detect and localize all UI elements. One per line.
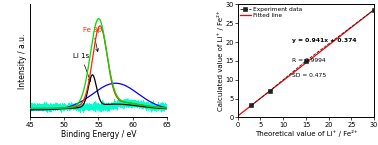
Legend: Experiment data, Fitted line: Experiment data, Fitted line bbox=[240, 6, 303, 19]
Experiment data bbox=[304, 60, 308, 62]
Text: y = 0.941x + 0.374: y = 0.941x + 0.374 bbox=[292, 38, 357, 43]
Text: SD = 0.475: SD = 0.475 bbox=[292, 73, 327, 78]
Y-axis label: Calculated value of Li⁺ / Fe²⁺: Calculated value of Li⁺ / Fe²⁺ bbox=[217, 11, 224, 111]
Text: R = 0.9994: R = 0.9994 bbox=[292, 58, 326, 63]
Experiment data bbox=[372, 9, 376, 10]
Experiment data bbox=[249, 105, 254, 106]
X-axis label: Theoretical value of Li⁺ / Fe²⁺: Theoretical value of Li⁺ / Fe²⁺ bbox=[255, 130, 357, 137]
Text: Fe 3p: Fe 3p bbox=[84, 27, 102, 51]
X-axis label: Binding Energy / eV: Binding Energy / eV bbox=[61, 130, 136, 139]
Text: Li 1s: Li 1s bbox=[73, 54, 91, 81]
Line: Experiment data: Experiment data bbox=[249, 8, 376, 107]
Experiment data bbox=[267, 90, 272, 92]
Y-axis label: Intensity / a.u.: Intensity / a.u. bbox=[19, 33, 28, 89]
